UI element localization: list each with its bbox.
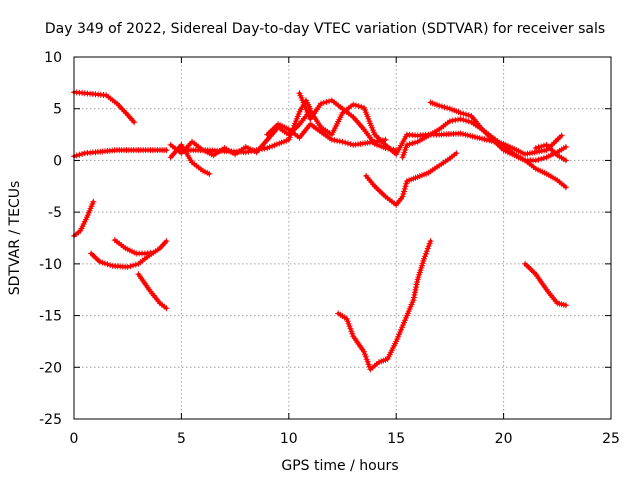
series-arc-1 bbox=[71, 89, 138, 126]
series-arc-16 bbox=[335, 238, 434, 373]
series-markers bbox=[135, 271, 170, 312]
series-arc-2 bbox=[71, 147, 170, 160]
series-markers bbox=[178, 97, 314, 156]
y-tick-label: 0 bbox=[53, 153, 62, 169]
y-tick-label: -15 bbox=[39, 309, 62, 325]
x-tick-label: 25 bbox=[602, 431, 620, 447]
series-markers bbox=[363, 150, 460, 208]
axis-ticks: 0 5 10 15 20 25 -25 -20 -15 -10 -5 0 5 10 bbox=[39, 50, 620, 447]
y-tick-label: -20 bbox=[39, 360, 62, 376]
series-arc-5 bbox=[111, 237, 157, 257]
series-trace bbox=[523, 262, 568, 307]
x-axis-label: GPS time / hours bbox=[281, 458, 398, 474]
series-markers bbox=[522, 260, 569, 309]
series-markers bbox=[532, 141, 569, 164]
series-trace bbox=[72, 90, 136, 124]
series-markers bbox=[264, 121, 389, 148]
x-tick-label: 15 bbox=[387, 431, 405, 447]
series-arc-12 bbox=[363, 150, 460, 208]
series-trace bbox=[336, 239, 433, 371]
series-arc-8 bbox=[167, 141, 213, 177]
y-tick-label: 5 bbox=[53, 102, 62, 118]
series-arc-4 bbox=[88, 238, 170, 270]
series-markers bbox=[399, 116, 569, 191]
series-arc-17 bbox=[522, 260, 569, 309]
series-markers bbox=[167, 141, 213, 177]
series-markers bbox=[111, 237, 157, 257]
series-arc-3 bbox=[71, 198, 97, 239]
series-arc-13 bbox=[399, 116, 569, 191]
y-tick-label: -25 bbox=[39, 412, 62, 428]
series-markers bbox=[427, 99, 569, 164]
series-arc-7 bbox=[167, 101, 565, 159]
x-tick-label: 20 bbox=[495, 431, 513, 447]
series-arc-6 bbox=[135, 271, 170, 312]
x-tick-label: 0 bbox=[70, 431, 79, 447]
series-markers bbox=[335, 238, 434, 373]
series-arc-10 bbox=[296, 90, 400, 154]
series-markers bbox=[71, 198, 97, 239]
series-arc-9 bbox=[178, 97, 314, 156]
plot-frame bbox=[73, 56, 612, 420]
data-points bbox=[71, 89, 569, 373]
y-axis-label: SDTVAR / TECUs bbox=[7, 181, 23, 296]
series-markers bbox=[71, 89, 138, 126]
y-tick-label: -10 bbox=[39, 257, 62, 273]
x-tick-label: 10 bbox=[280, 431, 298, 447]
x-tick-label: 5 bbox=[177, 431, 186, 447]
y-tick-label: -5 bbox=[48, 205, 62, 221]
series-arc-15 bbox=[532, 141, 569, 164]
series-arc-14 bbox=[427, 99, 569, 164]
y-tick-label: 10 bbox=[44, 50, 62, 66]
series-arc-11 bbox=[264, 121, 389, 148]
series-markers bbox=[167, 101, 565, 159]
chart-title: Day 349 of 2022, Sidereal Day-to-day VTE… bbox=[45, 21, 605, 37]
series-markers bbox=[296, 90, 400, 154]
